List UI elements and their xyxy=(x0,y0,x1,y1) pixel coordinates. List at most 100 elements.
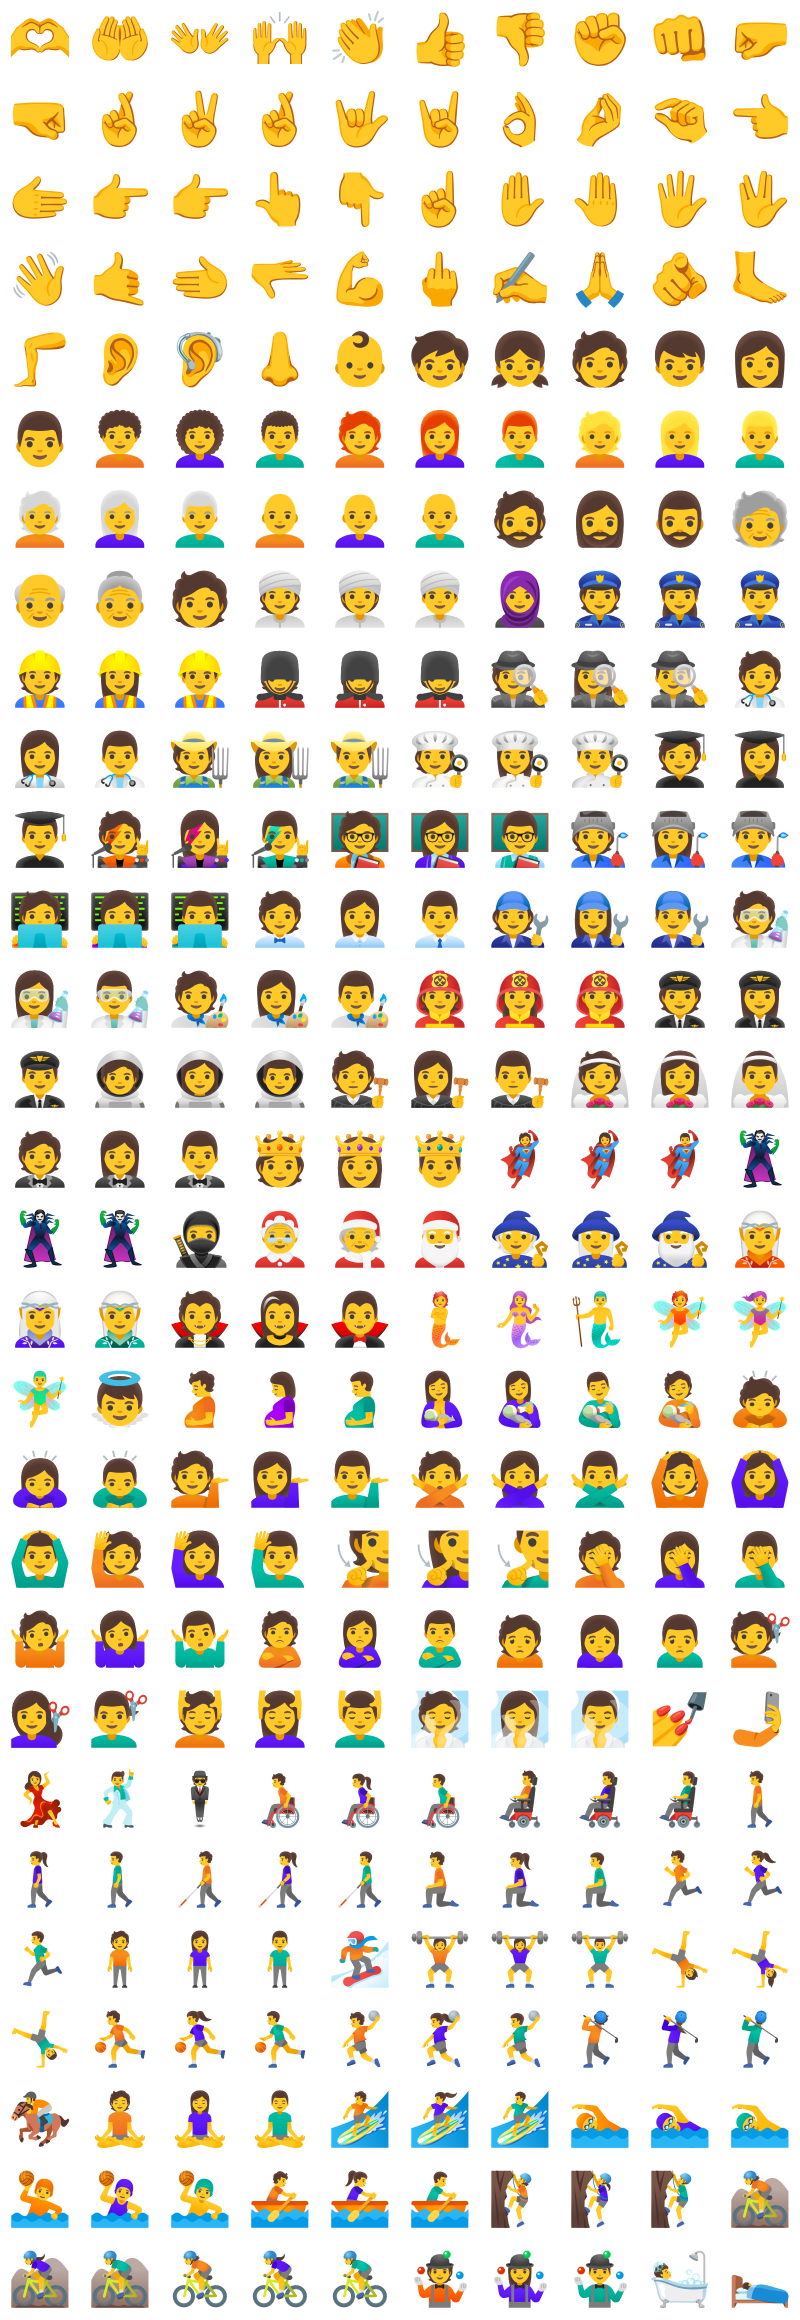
emoji-icon: 🧑‍🚒 xyxy=(407,970,473,1030)
emoji-icon: 🤛 xyxy=(727,10,793,70)
emoji-cell: 👨‍💼 xyxy=(400,880,480,960)
emoji-cell: 🖐️ xyxy=(640,160,720,240)
emoji-icon: 👱‍♂️ xyxy=(727,410,793,470)
emoji-cell: 🧑‍🏫 xyxy=(320,800,400,880)
emoji-cell: 🤰 xyxy=(240,1360,320,1440)
emoji-icon: 🙇‍♂️ xyxy=(87,1450,153,1510)
emoji-cell: 🧘‍♂️ xyxy=(240,2080,320,2160)
emoji-icon: 🫶 xyxy=(7,10,73,70)
emoji-icon: 🙆‍♀️ xyxy=(727,1450,793,1510)
emoji-icon: 💃 xyxy=(7,1770,73,1830)
emoji-icon: ⛹️‍♂️ xyxy=(247,2010,313,2070)
emoji-icon: 🏃 xyxy=(647,1850,713,1910)
emoji-icon: 🤳 xyxy=(727,1690,793,1750)
emoji-cell: 🏋️‍♀️ xyxy=(480,1920,560,2000)
emoji-cell: 🧝 xyxy=(720,1200,800,1280)
emoji-icon: 🏋️‍♂️ xyxy=(567,1930,633,1990)
emoji-cell: 🏌️ xyxy=(560,2000,640,2080)
emoji-icon: 🚶 xyxy=(727,1770,793,1830)
emoji-icon: 🧑‍🏫 xyxy=(327,810,393,870)
emoji-icon: 👩 xyxy=(727,330,793,390)
emoji-icon: 👨‍💻 xyxy=(167,890,233,950)
emoji-icon: 🧒 xyxy=(407,330,473,390)
emoji-icon: 🙅‍♂️ xyxy=(567,1450,633,1510)
emoji-cell: 🏌️‍♂️ xyxy=(720,2000,800,2080)
emoji-icon: 🧜‍♂️ xyxy=(567,1290,633,1350)
emoji-icon: 👩‍🎤 xyxy=(167,810,233,870)
emoji-cell: 🚶‍♀️ xyxy=(0,1840,80,1920)
emoji-cell: 🙎‍♂️ xyxy=(400,1600,480,1680)
emoji-icon: 👳‍♂️ xyxy=(407,570,473,630)
emoji-icon: 🖖 xyxy=(727,170,793,230)
emoji-icon: 🤌 xyxy=(567,90,633,150)
emoji-icon: 🤽‍♀️ xyxy=(87,2170,153,2230)
emoji-cell: 🚴‍♀️ xyxy=(240,2240,320,2320)
emoji-icon: 💁‍♀️ xyxy=(247,1450,313,1510)
emoji-icon: 🙅‍♀️ xyxy=(487,1450,553,1510)
emoji-cell: 🎅 xyxy=(400,1200,480,1280)
emoji-cell: 🧙‍♂️ xyxy=(640,1200,720,1280)
emoji-cell: 👼 xyxy=(80,1360,160,1440)
emoji-icon: 👩‍🏭 xyxy=(647,810,713,870)
emoji-cell: 🦸 xyxy=(480,1120,560,1200)
emoji-icon: 👩‍🔧 xyxy=(567,890,633,950)
emoji-icon: 🏃‍♂️ xyxy=(7,1930,73,1990)
emoji-icon: 🤵‍♀️ xyxy=(87,1130,153,1190)
emoji-icon: 👴 xyxy=(7,570,73,630)
emoji-icon: 🤘 xyxy=(407,90,473,150)
emoji-cell: 💁 xyxy=(160,1440,240,1520)
emoji-cell: 🧖‍♂️ xyxy=(560,1680,640,1760)
emoji-cell: ✊ xyxy=(560,0,640,80)
emoji-cell: 🛌 xyxy=(720,2240,800,2320)
emoji-cell: 🦹 xyxy=(720,1120,800,1200)
emoji-cell: 🙍 xyxy=(480,1600,560,1680)
emoji-icon: 🧑‍🦱 xyxy=(87,410,153,470)
emoji-icon: 🦹‍♀️ xyxy=(7,1210,73,1270)
emoji-cell: 🫵 xyxy=(640,240,720,320)
emoji-cell: 🧑‍🚀 xyxy=(80,1040,160,1120)
emoji-icon: 💪 xyxy=(327,250,393,310)
emoji-cell: 👩‍🔬 xyxy=(0,960,80,1040)
emoji-cell: 🏃‍♂️ xyxy=(0,1920,80,2000)
emoji-icon: 🕵️‍♀️ xyxy=(567,650,633,710)
emoji-icon: 🚶‍♀️ xyxy=(7,1850,73,1910)
emoji-icon: 🧘‍♂️ xyxy=(247,2090,313,2150)
emoji-cell: 🚶 xyxy=(720,1760,800,1840)
emoji-icon: 🤹‍♂️ xyxy=(567,2250,633,2310)
emoji-icon: 🛀 xyxy=(647,2250,713,2310)
emoji-cell: 🙋‍♀️ xyxy=(160,1520,240,1600)
emoji-icon: 🤽‍♂️ xyxy=(167,2170,233,2230)
emoji-cell: 🤹 xyxy=(400,2240,480,2320)
emoji-icon: 🧎‍♂️ xyxy=(567,1850,633,1910)
emoji-icon: 👩‍⚕️ xyxy=(7,730,73,790)
emoji-icon: 🧑‍🍳 xyxy=(407,730,473,790)
emoji-cell: 🏃‍♀️ xyxy=(720,1840,800,1920)
emoji-cell: 🫶 xyxy=(0,0,80,80)
emoji-icon: 🧑 xyxy=(567,330,633,390)
emoji-icon: 🧗 xyxy=(487,2170,553,2230)
emoji-icon: 🧘‍♀️ xyxy=(167,2090,233,2150)
emoji-cell: 🦸‍♀️ xyxy=(560,1120,640,1200)
emoji-cell: 🧚 xyxy=(640,1280,720,1360)
emoji-icon: 🧓 xyxy=(727,490,793,550)
emoji-icon: 👨‍🦳 xyxy=(167,490,233,550)
emoji-cell: 👩‍⚖️ xyxy=(400,1040,480,1120)
emoji-cell: 👨‍🔬 xyxy=(80,960,160,1040)
emoji-cell: 👩‍🦯 xyxy=(240,1840,320,1920)
emoji-cell: 💇 xyxy=(720,1600,800,1680)
emoji-cell: 🫳 xyxy=(240,240,320,320)
emoji-icon: 🤦‍♀️ xyxy=(647,1530,713,1590)
emoji-icon: 🧝‍♀️ xyxy=(7,1290,73,1350)
emoji-icon: 👩‍🌾 xyxy=(247,730,313,790)
emoji-icon: 🤾 xyxy=(327,2010,393,2070)
emoji-icon: 🧑‍💻 xyxy=(7,890,73,950)
emoji-icon: 👨‍⚕️ xyxy=(87,730,153,790)
emoji-cell: 🧜 xyxy=(400,1280,480,1360)
emoji-cell: 🙇‍♂️ xyxy=(80,1440,160,1520)
emoji-cell: 🚴 xyxy=(160,2240,240,2320)
emoji-icon: 🚴 xyxy=(167,2250,233,2310)
emoji-icon: 🧑‍🎄 xyxy=(327,1210,393,1270)
emoji-icon: 🧎 xyxy=(407,1850,473,1910)
emoji-cell: 👨‍💻 xyxy=(160,880,240,960)
emoji-icon: 👨‍🎤 xyxy=(247,810,313,870)
